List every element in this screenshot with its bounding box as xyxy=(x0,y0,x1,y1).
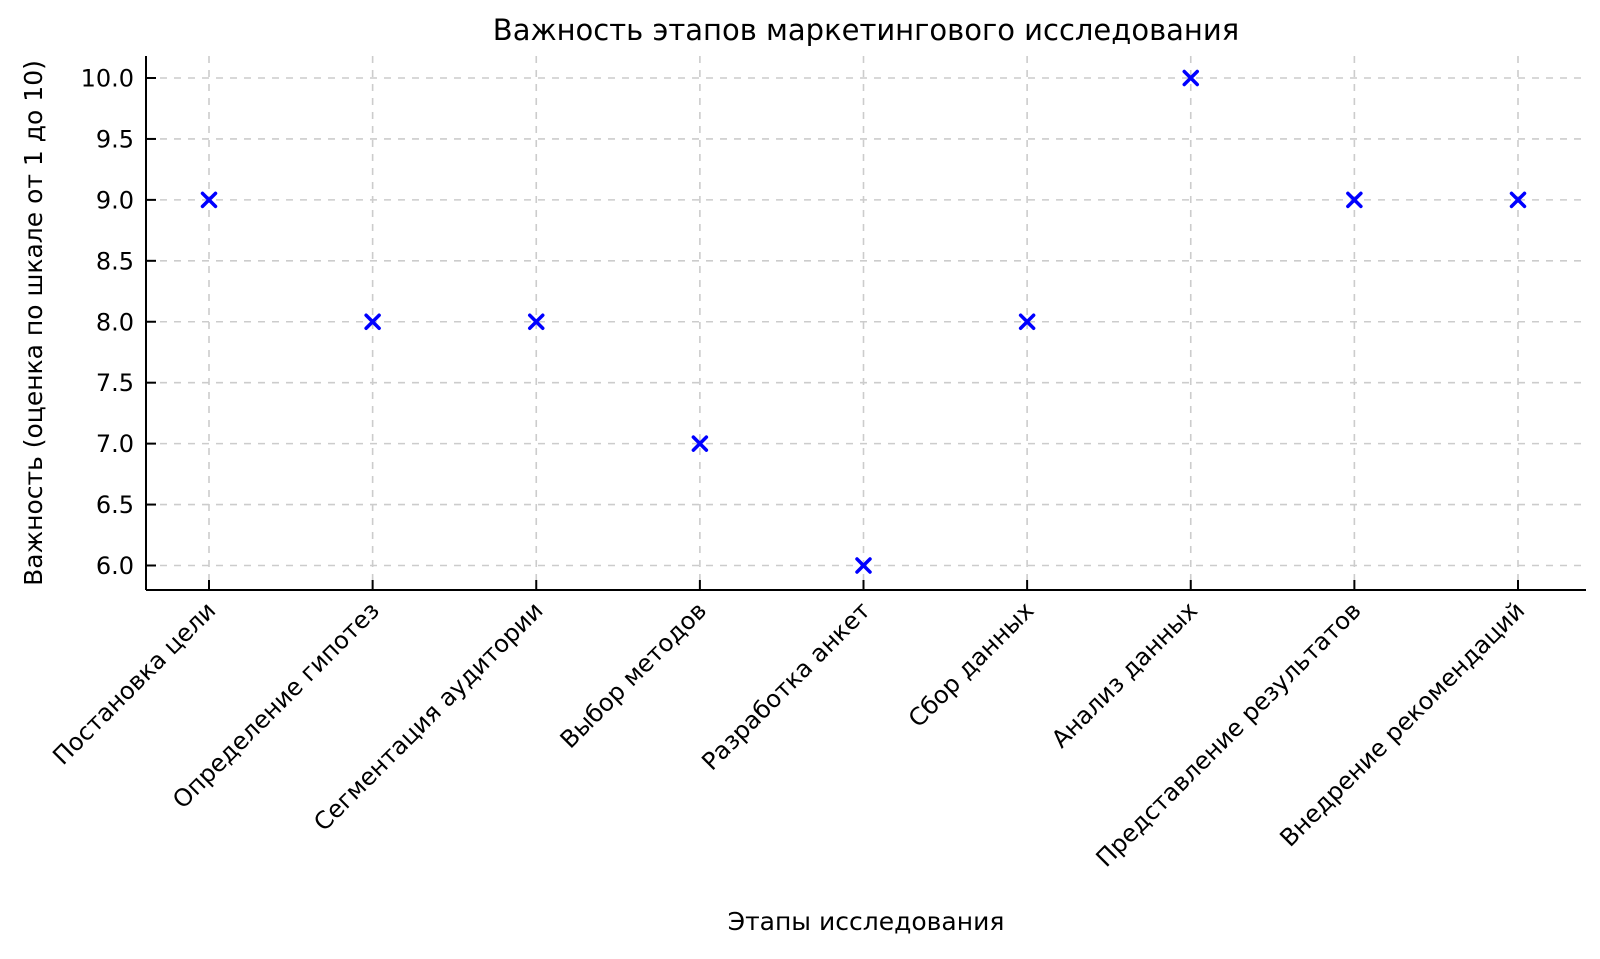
data-point-marker xyxy=(528,313,545,330)
data-points xyxy=(200,69,1527,574)
data-point-marker xyxy=(691,435,709,452)
chart-title: Важность этапов маркетингового исследова… xyxy=(493,13,1239,47)
x-category-label: Представление результатов xyxy=(1091,596,1367,872)
data-point-marker xyxy=(200,191,218,209)
data-point-marker xyxy=(1018,313,1036,330)
y-tick-label: 6.0 xyxy=(96,552,134,580)
y-tick-label: 10.0 xyxy=(81,65,134,93)
x-category-label: Постановка цели xyxy=(47,596,221,770)
axes xyxy=(145,56,1586,591)
tick-labels: 6.0 6.5 7.0 7.5 8.0 8.5 9.0 9.5 10.0 Постановка ц… xyxy=(47,65,1530,873)
y-tick-label: 7.0 xyxy=(96,430,134,458)
y-tick-label: 8.0 xyxy=(96,308,134,336)
x-category-label: Анализ данных xyxy=(1046,596,1203,753)
x-axis-label: Этапы исследования xyxy=(728,907,1005,936)
data-point-marker xyxy=(1509,191,1527,209)
y-tick-label: 9.0 xyxy=(96,186,134,214)
x-category-label: Разработка анкет xyxy=(696,596,875,775)
x-category-label: Выбор методов xyxy=(555,596,712,753)
y-axis-label: Важность (оценка по шкале от 1 до 10) xyxy=(19,60,48,586)
y-tick-label: 9.5 xyxy=(96,125,134,153)
y-tick-label: 6.5 xyxy=(96,491,134,519)
data-point-marker xyxy=(364,313,381,330)
grid-lines xyxy=(146,56,1586,590)
y-tick-label: 8.5 xyxy=(96,247,134,275)
x-category-label: Сбор данных xyxy=(903,596,1039,732)
y-tick-label: 7.5 xyxy=(96,369,134,397)
data-point-marker xyxy=(1182,69,1199,87)
data-point-marker xyxy=(1346,191,1363,209)
data-point-marker xyxy=(855,557,872,574)
